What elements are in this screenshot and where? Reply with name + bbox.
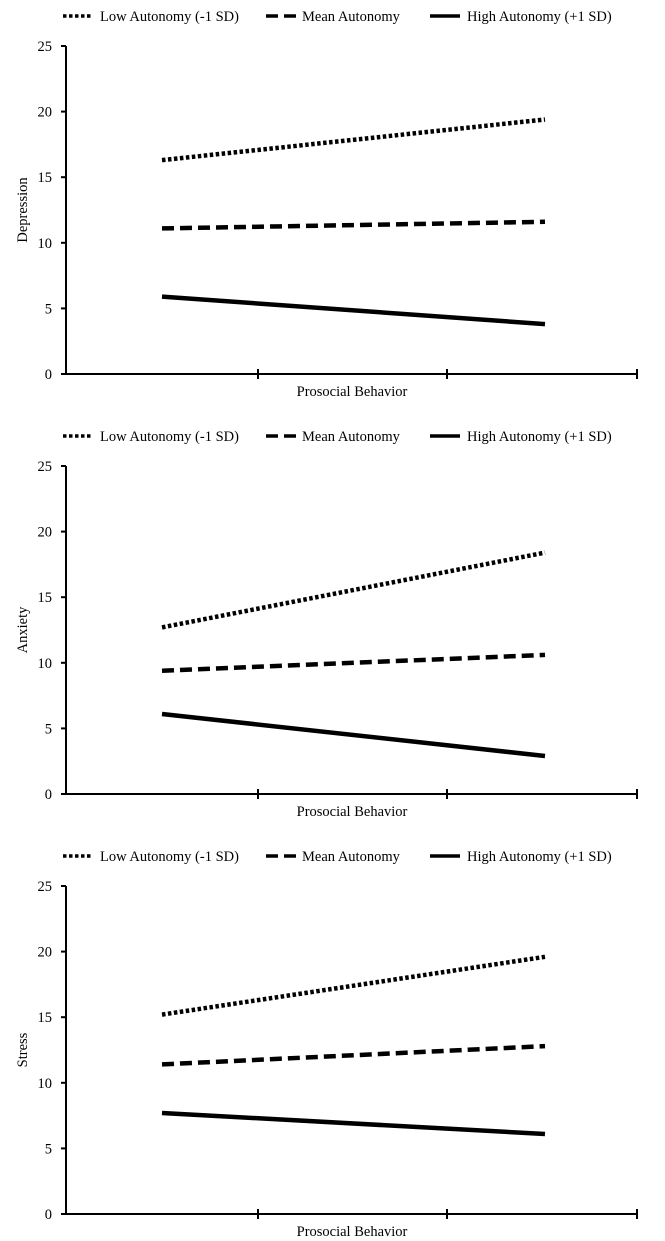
- series-line-solid: [161, 1110, 546, 1137]
- legend-label: Mean Autonomy: [302, 849, 401, 865]
- y-tick-label: 25: [38, 459, 53, 475]
- series-line-dashed: [161, 652, 546, 673]
- y-tick-label: 5: [45, 721, 52, 737]
- legend-label: High Autonomy (+1 SD): [467, 849, 612, 865]
- chart-svg: Low Autonomy (-1 SD) Mean Autonomy High Au…: [15, 849, 638, 1240]
- stress-chart: Low Autonomy (-1 SD) Mean Autonomy High Au…: [0, 840, 665, 1240]
- y-tick-label: 20: [38, 105, 53, 121]
- y-tick-label: 10: [38, 656, 53, 672]
- legend-label: High Autonomy (+1 SD): [467, 429, 612, 445]
- chart-svg: Low Autonomy (-1 SD) Mean Autonomy High Au…: [15, 429, 638, 820]
- y-tick-label: 0: [45, 787, 52, 803]
- x-axis-label: Prosocial Behavior: [297, 804, 408, 820]
- chart-svg: Low Autonomy (-1 SD) Mean Autonomy High Au…: [15, 9, 638, 400]
- legend-label: Mean Autonomy: [302, 9, 401, 25]
- series-line-solid: [161, 294, 546, 327]
- y-tick-label: 0: [45, 1207, 52, 1223]
- legend-label: High Autonomy (+1 SD): [467, 9, 612, 25]
- y-tick-label: 25: [38, 879, 53, 895]
- legend-label: Low Autonomy (-1 SD): [100, 849, 239, 865]
- y-tick-label: 15: [38, 1010, 53, 1026]
- x-axis-label: Prosocial Behavior: [297, 384, 408, 400]
- series-line-dashed: [161, 219, 546, 231]
- y-axis-label: Depression: [15, 177, 31, 243]
- series-line-dotted: [161, 550, 546, 630]
- y-tick-label: 10: [38, 236, 53, 252]
- y-tick-label: 5: [45, 1141, 52, 1157]
- anxiety-chart: Low Autonomy (-1 SD) Mean Autonomy High Au…: [0, 420, 665, 820]
- y-tick-label: 25: [38, 39, 53, 55]
- legend-label: Mean Autonomy: [302, 429, 401, 445]
- series-line-dashed: [161, 1043, 546, 1067]
- y-tick-label: 15: [38, 170, 53, 186]
- y-tick-label: 0: [45, 367, 52, 383]
- y-tick-label: 20: [38, 945, 53, 961]
- series-line-dotted: [161, 117, 546, 163]
- series-line-solid: [161, 711, 546, 759]
- legend-label: Low Autonomy (-1 SD): [100, 9, 239, 25]
- depression-chart: Low Autonomy (-1 SD) Mean Autonomy High Au…: [0, 0, 665, 400]
- y-tick-label: 5: [45, 301, 52, 317]
- y-tick-label: 15: [38, 590, 53, 606]
- y-tick-label: 20: [38, 525, 53, 541]
- legend-label: Low Autonomy (-1 SD): [100, 429, 239, 445]
- x-axis-label: Prosocial Behavior: [297, 1224, 408, 1240]
- y-tick-label: 10: [38, 1076, 53, 1092]
- series-line-dotted: [161, 954, 546, 1017]
- y-axis-label: Stress: [15, 1032, 31, 1067]
- y-axis-label: Anxiety: [15, 606, 31, 653]
